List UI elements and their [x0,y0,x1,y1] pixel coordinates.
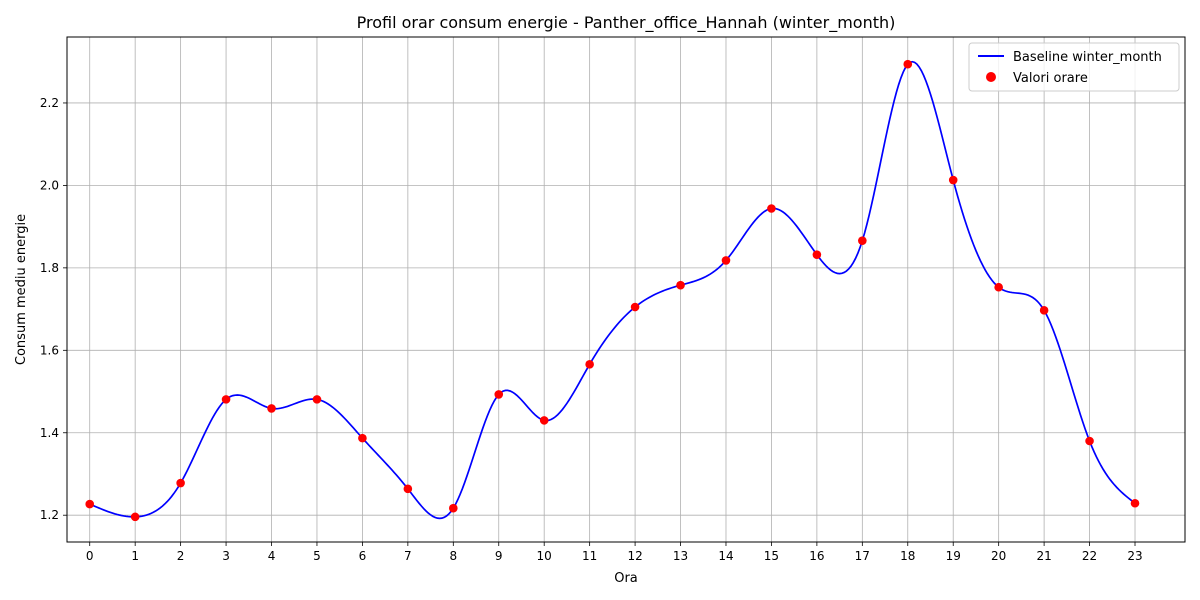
data-point [1039,306,1049,315]
x-tick-label: 5 [313,549,321,563]
x-tick-label: 21 [1036,549,1051,563]
x-tick-label: 7 [404,549,412,563]
y-tick-label: 1.6 [40,343,59,357]
series-line-baseline [89,60,1136,520]
legend-label-line: Baseline winter_month [1013,50,1162,65]
x-tick-label: 12 [627,549,642,563]
x-tick-label: 23 [1127,549,1142,563]
series [85,59,1140,522]
data-point [1130,498,1140,508]
data-point [85,499,95,509]
x-tick-label: 14 [718,549,733,563]
x-tick-label: 2 [177,549,185,563]
axis-ticks: 0 1 2 3 4 5 6 7 8 9 10 11 12 13 14 15 16 17 18 19 20 21 22 231.… [40,96,1143,563]
legend-box [968,42,1180,92]
legend-label-points: Valori orare [1013,71,1088,86]
legend-point-swatch [986,72,996,82]
y-tick-label: 1.2 [40,508,59,522]
plot-frame [66,36,1186,543]
data-point [630,302,640,312]
x-tick-label: 4 [268,549,276,563]
data-point [767,204,776,213]
x-tick-label: 9 [495,549,503,563]
chart-title: Profil orar consum energie - Panther_off… [357,13,896,33]
x-tick-label: 0 [86,549,94,563]
x-tick-label: 3 [222,549,230,563]
y-tick-label: 1.8 [40,261,59,275]
data-point [449,503,458,513]
data-point [358,433,367,443]
x-tick-label: 1 [131,549,139,563]
data-point [130,512,140,522]
data-point [948,175,958,185]
data-point [267,404,276,413]
x-tick-label: 13 [673,549,688,563]
data-point [312,395,322,404]
x-tick-label: 10 [537,549,552,563]
x-tick-label: 20 [991,549,1006,563]
x-tick-label: 19 [946,549,961,563]
x-axis-label: Ora [614,571,638,586]
y-tick-label: 2.0 [40,178,59,192]
data-point [176,478,185,488]
x-tick-label: 6 [359,549,367,563]
x-tick-label: 11 [582,549,597,563]
x-tick-label: 17 [855,549,870,563]
y-axis-label: Consum mediu energie [14,214,29,365]
x-tick-label: 18 [900,549,915,563]
legend: Baseline winter_month Valori orare [968,42,1180,92]
data-point [903,59,913,69]
data-point [812,250,822,259]
y-tick-label: 1.4 [40,426,59,440]
data-point [494,390,504,399]
x-tick-label: 15 [764,549,779,563]
data-point [221,395,231,404]
x-tick-label: 16 [809,549,824,563]
data-point [539,416,549,425]
y-tick-label: 2.2 [40,96,59,110]
data-point [676,280,685,290]
x-tick-label: 8 [449,549,457,563]
data-point [403,484,413,494]
x-tick-label: 22 [1082,549,1097,563]
data-point [858,236,867,245]
grid [67,37,1185,542]
data-point [1085,436,1094,446]
data-point [721,256,731,265]
data-point [585,360,594,369]
data-point [994,282,1003,292]
